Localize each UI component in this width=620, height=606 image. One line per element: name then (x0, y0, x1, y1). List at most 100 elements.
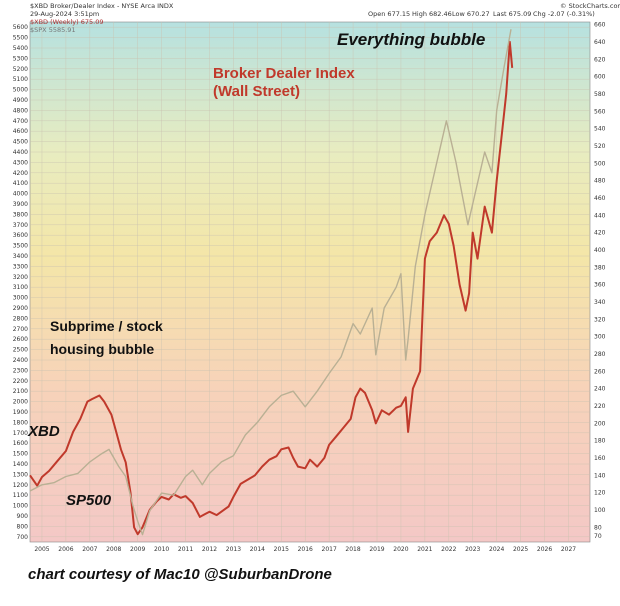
x-axis-tick-label: 2006 (58, 546, 73, 553)
right-axis-tick-label: 300 (594, 334, 606, 341)
left-axis-tick-label: 5400 (13, 45, 28, 52)
right-axis-tick-label: 260 (594, 368, 606, 375)
right-axis-tick-label: 480 (594, 178, 606, 185)
left-axis-tick-label: 2500 (13, 347, 28, 354)
right-axis-tick-label: 420 (594, 230, 606, 237)
series-line-xbd (29, 40, 514, 536)
left-axis-tick-label: 3600 (13, 232, 28, 239)
right-axis-tick-label: 660 (594, 22, 606, 29)
left-axis-tick-label: 4800 (13, 107, 28, 114)
x-axis-tick-label: 2025 (513, 546, 528, 553)
x-axis-tick-label: 2021 (417, 546, 432, 553)
left-axis-tick-label: 5200 (13, 66, 28, 73)
chart-title: Broker Dealer Index (213, 65, 355, 82)
left-axis-tick-label: 2400 (13, 357, 28, 364)
left-axis-tick-label: 2000 (13, 399, 28, 406)
left-axis-tick-label: 5600 (13, 24, 28, 31)
x-axis-tick-label: 2008 (106, 546, 121, 553)
left-axis-tick-label: 3200 (13, 274, 28, 281)
left-axis-tick-label: 4200 (13, 170, 28, 177)
right-axis-tick-label: 460 (594, 195, 606, 202)
left-axis-tick-label: 4900 (13, 97, 28, 104)
right-axis-tick-label: 520 (594, 143, 606, 150)
x-axis-tick-label: 2007 (82, 546, 97, 553)
x-axis-tick-label: 2013 (226, 546, 241, 553)
annotation-xbd: XBD (27, 423, 60, 440)
x-axis-tick-label: 2022 (441, 546, 456, 553)
header-chg: Chg -2.07 (-0.31%) (533, 10, 595, 18)
series-line-spx (29, 29, 512, 536)
annotation-everything-bubble: Everything bubble (337, 30, 485, 49)
right-axis-tick-label: 500 (594, 160, 606, 167)
x-axis-tick-label: 2016 (298, 546, 313, 553)
left-axis-tick-label: 5100 (13, 76, 28, 83)
header-open: Open 677.15 (368, 10, 411, 18)
right-axis-tick-label: 220 (594, 403, 606, 410)
left-axis-tick-label: 1100 (13, 492, 28, 499)
left-axis-tick-label: 800 (17, 523, 29, 530)
left-axis-tick-label: 3800 (13, 211, 28, 218)
x-axis-tick-label: 2009 (130, 546, 145, 553)
x-axis-tick-label: 2014 (250, 546, 265, 553)
header-symbol: $XBD Broker/Dealer Index - NYSE Arca IND… (30, 2, 174, 10)
left-axis-tick-label: 4400 (13, 149, 28, 156)
annotation-subprime: Subprime / stock (50, 318, 163, 334)
header-high: High 682.46 (412, 10, 452, 18)
left-axis-tick-label: 1400 (13, 461, 28, 468)
x-axis-tick-label: 2020 (393, 546, 408, 553)
left-axis-tick-label: 2700 (13, 326, 28, 333)
left-axis-tick-label: 1000 (13, 503, 28, 510)
right-axis-tick-label: 200 (594, 420, 606, 427)
left-axis-tick-label: 4500 (13, 139, 28, 146)
header-low: Low 670.27 (452, 10, 490, 18)
annotation-housing-bubble: housing bubble (50, 341, 154, 357)
chart-subtitle: (Wall Street) (213, 83, 300, 100)
x-axis-tick-label: 2023 (465, 546, 480, 553)
left-axis-tick-label: 4600 (13, 128, 28, 135)
left-axis-tick-label: 1300 (13, 471, 28, 478)
right-axis-tick-label: 120 (594, 490, 606, 497)
annotation-sp500: SP500 (66, 492, 112, 509)
x-axis-tick-label: 2015 (274, 546, 289, 553)
right-axis-tick-label: 140 (594, 472, 606, 479)
left-axis-tick-label: 2600 (13, 336, 28, 343)
right-axis-tick-label: 540 (594, 126, 606, 133)
left-axis-tick-label: 2100 (13, 388, 28, 395)
right-axis-tick-label: 70 (594, 533, 602, 540)
left-axis-tick-label: 1800 (13, 419, 28, 426)
left-axis-tick-label: 4100 (13, 180, 28, 187)
left-axis-tick-label: 4300 (13, 159, 28, 166)
left-axis-tick-label: 3100 (13, 284, 28, 291)
left-axis-tick-label: 1900 (13, 409, 28, 416)
left-axis-tick-label: 3000 (13, 295, 28, 302)
x-axis-tick-label: 2005 (34, 546, 49, 553)
right-axis-tick-label: 580 (594, 91, 606, 98)
right-axis-tick-label: 640 (594, 39, 606, 46)
right-axis-tick-label: 100 (594, 507, 606, 514)
right-axis-tick-label: 360 (594, 282, 606, 289)
left-axis-tick-label: 5500 (13, 35, 28, 42)
left-axis-tick-label: 2200 (13, 378, 28, 385)
right-axis-tick-label: 600 (594, 74, 606, 81)
right-axis-tick-label: 240 (594, 386, 606, 393)
left-axis-tick-label: 4700 (13, 118, 28, 125)
left-axis-tick-label: 5300 (13, 55, 28, 62)
right-axis-tick-label: 160 (594, 455, 606, 462)
right-axis-tick-label: 380 (594, 264, 606, 271)
left-axis-tick-label: 700 (17, 534, 29, 541)
right-axis-tick-label: 320 (594, 316, 606, 323)
left-axis-tick-label: 3900 (13, 201, 28, 208)
right-axis-tick-label: 280 (594, 351, 606, 358)
chart-credit: chart courtesy of Mac10 @SuburbanDrone (28, 566, 332, 583)
right-axis-tick-label: 400 (594, 247, 606, 254)
left-axis-tick-label: 2300 (13, 367, 28, 374)
header-source: © StockCharts.com (560, 2, 620, 10)
left-axis-tick-label: 5000 (13, 87, 28, 94)
left-axis-tick-label: 3500 (13, 243, 28, 250)
left-axis-tick-label: 1200 (13, 482, 28, 489)
right-axis-tick-label: 620 (594, 56, 606, 63)
x-axis-tick-label: 2017 (322, 546, 337, 553)
header-date: 29-Aug-2024 3:51pm (30, 10, 100, 18)
